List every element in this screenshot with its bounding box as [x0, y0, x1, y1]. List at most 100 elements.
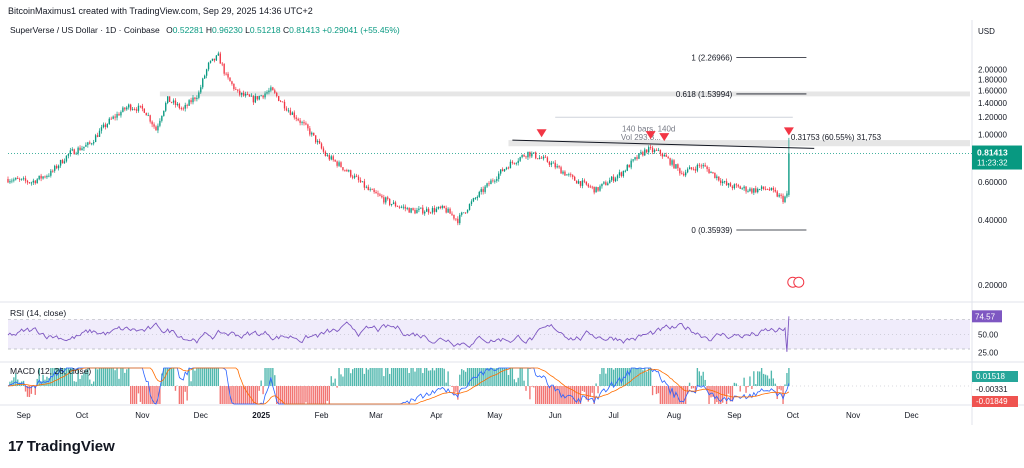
candle[interactable]	[7, 178, 9, 183]
candle[interactable]	[196, 97, 198, 100]
candle[interactable]	[406, 207, 408, 209]
candle[interactable]	[357, 176, 360, 181]
down-marker[interactable]	[536, 129, 547, 138]
candle[interactable]	[56, 165, 58, 169]
candle[interactable]	[642, 152, 644, 156]
resistance-zone[interactable]	[508, 140, 970, 147]
candle[interactable]	[535, 152, 537, 159]
candle[interactable]	[599, 186, 601, 191]
candle[interactable]	[258, 95, 260, 100]
candle[interactable]	[589, 186, 591, 188]
candle[interactable]	[503, 169, 506, 172]
currency-label[interactable]: USD	[978, 27, 995, 36]
candle[interactable]	[344, 169, 346, 171]
candle[interactable]	[42, 176, 44, 179]
candle[interactable]	[89, 142, 91, 144]
candle[interactable]	[745, 186, 747, 192]
candle[interactable]	[223, 64, 225, 74]
candle[interactable]	[587, 184, 589, 187]
candle[interactable]	[445, 207, 447, 213]
trendline[interactable]	[512, 139, 815, 149]
candle[interactable]	[667, 156, 669, 159]
candle[interactable]	[741, 188, 743, 190]
candle[interactable]	[359, 180, 362, 183]
candle[interactable]	[313, 132, 315, 136]
candle[interactable]	[663, 154, 665, 157]
candle[interactable]	[646, 149, 648, 153]
candle[interactable]	[112, 116, 114, 119]
candle[interactable]	[494, 180, 496, 182]
candle[interactable]	[322, 148, 325, 152]
candle[interactable]	[176, 103, 179, 105]
candle[interactable]	[677, 164, 679, 169]
candle[interactable]	[155, 126, 157, 131]
candle[interactable]	[204, 75, 206, 79]
candle[interactable]	[447, 208, 449, 213]
candle[interactable]	[766, 189, 769, 190]
candle[interactable]	[50, 170, 52, 176]
candle[interactable]	[32, 180, 34, 183]
down-marker[interactable]	[659, 133, 670, 142]
rsi-line[interactable]	[7, 316, 790, 352]
candle[interactable]	[11, 180, 13, 182]
rsi-legend-label[interactable]: RSI (14, close)	[10, 308, 66, 318]
candle[interactable]	[396, 206, 399, 207]
candle[interactable]	[644, 149, 646, 156]
candle[interactable]	[577, 181, 580, 184]
candle[interactable]	[61, 160, 64, 164]
candle[interactable]	[731, 186, 734, 189]
candle[interactable]	[361, 181, 364, 183]
candle[interactable]	[564, 171, 566, 176]
candle[interactable]	[254, 96, 256, 103]
candle[interactable]	[521, 155, 523, 158]
candle[interactable]	[301, 122, 303, 123]
candle[interactable]	[708, 169, 710, 174]
candle[interactable]	[583, 180, 586, 182]
candle[interactable]	[620, 172, 623, 177]
candle[interactable]	[784, 196, 786, 202]
candle[interactable]	[377, 193, 379, 195]
candle[interactable]	[537, 158, 539, 160]
candle[interactable]	[723, 181, 726, 183]
candle[interactable]	[94, 135, 97, 143]
candle[interactable]	[505, 167, 508, 170]
candle[interactable]	[85, 144, 87, 147]
candle[interactable]	[209, 60, 212, 63]
candle[interactable]	[346, 170, 348, 172]
candle[interactable]	[307, 124, 309, 129]
candle[interactable]	[772, 187, 774, 190]
candle[interactable]	[96, 135, 99, 137]
candle[interactable]	[597, 187, 599, 191]
candle[interactable]	[568, 174, 570, 176]
candle[interactable]	[698, 164, 700, 166]
candle[interactable]	[211, 58, 214, 61]
candle[interactable]	[418, 208, 420, 210]
candle[interactable]	[517, 160, 519, 163]
candle[interactable]	[63, 161, 66, 164]
candle[interactable]	[694, 169, 697, 171]
candle[interactable]	[293, 112, 295, 118]
candle[interactable]	[464, 212, 467, 214]
candle[interactable]	[165, 102, 167, 111]
candle[interactable]	[562, 171, 564, 174]
candle[interactable]	[585, 181, 588, 185]
candle[interactable]	[704, 165, 706, 167]
candle[interactable]	[702, 165, 704, 167]
candle[interactable]	[133, 109, 136, 110]
candle[interactable]	[250, 95, 253, 97]
candle[interactable]	[9, 181, 11, 183]
candle[interactable]	[556, 166, 558, 168]
candle[interactable]	[131, 109, 134, 110]
candle[interactable]	[538, 157, 541, 159]
candle[interactable]	[170, 101, 173, 103]
candle[interactable]	[289, 110, 292, 115]
candle[interactable]	[311, 132, 313, 135]
candle[interactable]	[315, 135, 317, 143]
candle[interactable]	[710, 172, 712, 174]
candle[interactable]	[700, 165, 702, 167]
candle[interactable]	[558, 166, 560, 168]
candle[interactable]	[716, 176, 718, 179]
candle[interactable]	[153, 124, 155, 127]
candle[interactable]	[441, 205, 443, 208]
candle[interactable]	[231, 81, 233, 84]
